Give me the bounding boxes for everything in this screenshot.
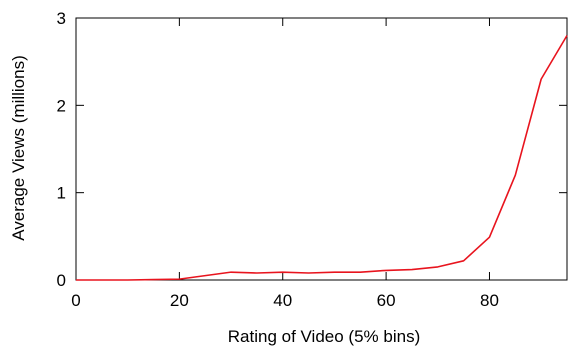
y-axis-label: Average Views (millions): [9, 55, 28, 241]
x-tick-label: 60: [377, 291, 396, 310]
plot-frame: [75, 17, 568, 281]
x-axis-label: Rating of Video (5% bins): [228, 327, 420, 346]
y-tick-label: 1: [57, 184, 66, 203]
y-tick-label: 2: [57, 96, 66, 115]
series-line: [76, 35, 568, 281]
series-layer: [76, 35, 568, 281]
x-tick-label: 0: [71, 291, 80, 310]
x-tick-label: 80: [480, 291, 499, 310]
x-tick-label: 20: [170, 291, 189, 310]
axes-layer: 0 20 40 60 80 0 1 2 3: [57, 9, 568, 310]
y-tick-label: 0: [57, 271, 66, 290]
y-tick-label: 3: [57, 9, 66, 28]
x-tick-label: 40: [273, 291, 292, 310]
